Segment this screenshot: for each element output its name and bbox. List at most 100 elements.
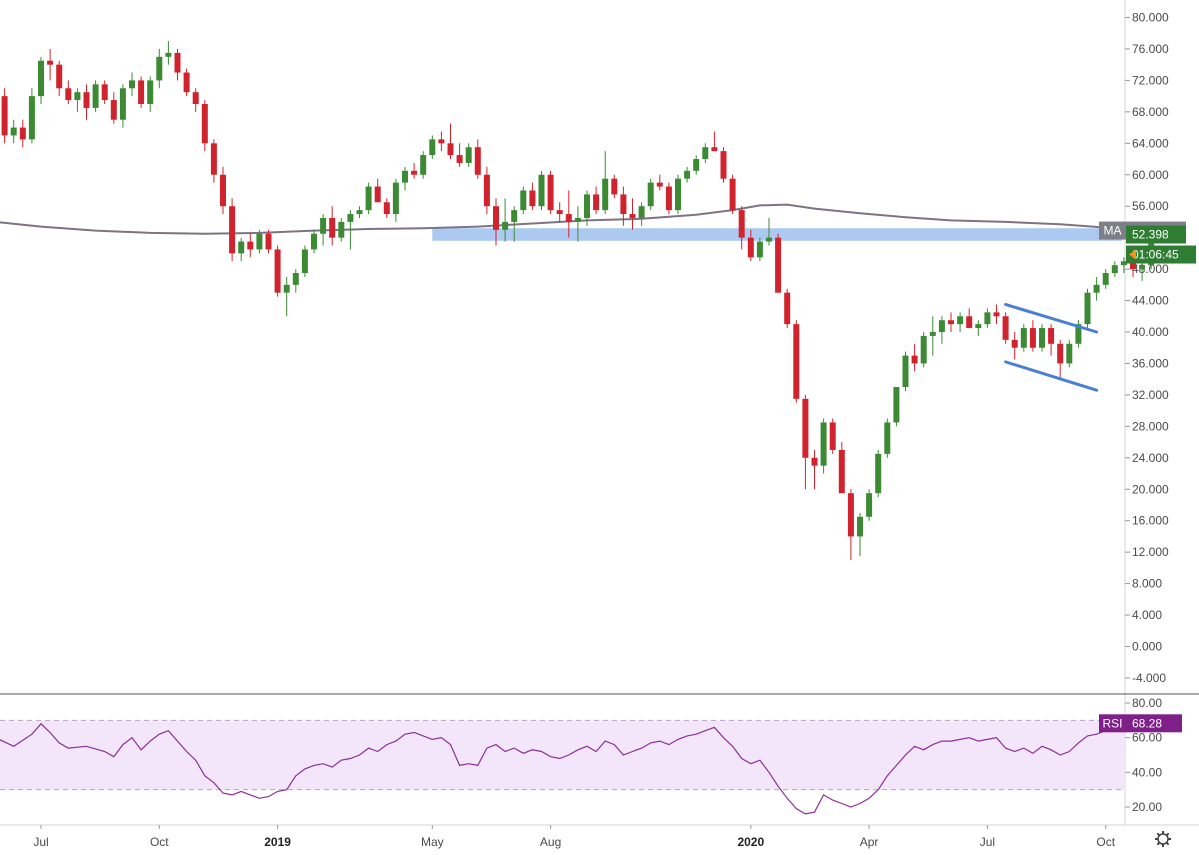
candle-body [638,206,645,218]
candle-body [119,88,126,120]
candle-body [584,194,590,218]
price-tick-label: 80.000 [1132,11,1169,25]
candle-body [265,233,272,250]
time-tick-label: Aug [540,835,561,849]
price-tick-label: 72.000 [1132,73,1169,87]
price-tick-label: 68.000 [1132,105,1169,119]
candle-body [766,237,772,242]
last-price-badge [1126,225,1186,244]
candle-body [138,80,145,104]
candle-body [383,202,390,215]
rsi-tick-label: 40.00 [1132,765,1162,779]
rsi-tick-label: 60.00 [1132,731,1162,745]
candle-body [684,170,691,179]
ma-label-badge [1099,221,1126,240]
candle-body [338,221,345,238]
candle-body [620,194,627,215]
rsi-value: 68.28 [1132,716,1162,730]
candle-body [656,182,663,187]
candle-body [938,320,945,332]
rsi-tick-label: 20.00 [1132,800,1162,814]
time-tick-label: 2020 [737,835,764,849]
candle-body [1084,292,1091,325]
candle-body [356,210,363,215]
candle-body [966,316,973,329]
candle-body [147,80,154,104]
price-tick-label: 60.000 [1132,168,1169,182]
candle-body [738,210,745,238]
candle-body [83,92,90,108]
rsi-value-badge [1126,714,1182,733]
time-tick-label: Apr [860,835,879,849]
candle-body [1130,261,1136,270]
candle-body [274,249,281,293]
price-tick-label: 8.000 [1132,577,1162,591]
candle-body [320,217,327,234]
candle-body [675,178,681,211]
candle-body [547,174,554,211]
last-price: 52.398 [1132,228,1169,242]
candle-body [420,155,427,175]
channel-line [1004,360,1099,392]
candle-body [893,387,900,423]
rsi-tick-label: 80.00 [1132,696,1162,710]
candle-body [1011,339,1018,348]
rsi-line [0,722,1152,815]
candle-body [829,422,836,450]
candle-body [665,186,672,211]
candle-body [847,493,854,537]
candle-body [602,178,609,211]
time-tick-label: May [421,835,444,849]
candle-body [311,233,317,250]
candle-body [593,194,600,211]
candle-body [283,284,290,293]
candle-body [747,237,754,258]
price-tick-label: -4.000 [1132,671,1166,685]
candle-body [92,84,99,108]
candle-body [1029,328,1036,348]
candle-body [902,355,909,388]
candle-body [392,182,399,215]
candle-body [775,237,782,293]
price-tick-label: 12.000 [1132,545,1169,559]
candle-body [28,96,35,140]
candle-body [19,127,26,140]
candle-body [56,64,63,89]
candle-body [38,60,44,97]
candle-body [229,206,236,254]
candle-body [929,332,936,336]
candle-body [220,174,226,207]
price-tick-label: 64.000 [1132,136,1169,150]
settings-gear-icon[interactable] [1155,831,1171,847]
candle-body [347,214,354,222]
candle-body [1075,324,1082,344]
time-tick-label: Oct [1096,835,1115,849]
candle-body [447,143,454,156]
candle-body [192,92,199,104]
candle-body [611,178,618,195]
candle-body [875,453,882,494]
candle-body [1057,343,1064,364]
rsi-label-badge [1099,714,1126,733]
candle-body [511,210,518,222]
price-tick-label: 44.000 [1132,294,1169,308]
candle-body [238,241,245,254]
candle-body [993,312,1000,317]
candle-body [838,449,845,494]
candle-body [820,422,827,466]
candle-body [574,217,581,222]
candle-body [948,320,954,325]
candle-body [502,221,509,230]
candle-body [402,170,408,183]
price-tick-label: 40.000 [1132,325,1169,339]
candle-body [183,72,190,93]
candle-body [857,516,863,537]
candle-body [984,312,991,325]
price-tick-label: 28.000 [1132,419,1169,433]
candle-body [711,147,718,152]
candle-body [174,52,181,73]
price-tick-label: 36.000 [1132,356,1169,370]
price-tick-label: 76.000 [1132,42,1169,56]
